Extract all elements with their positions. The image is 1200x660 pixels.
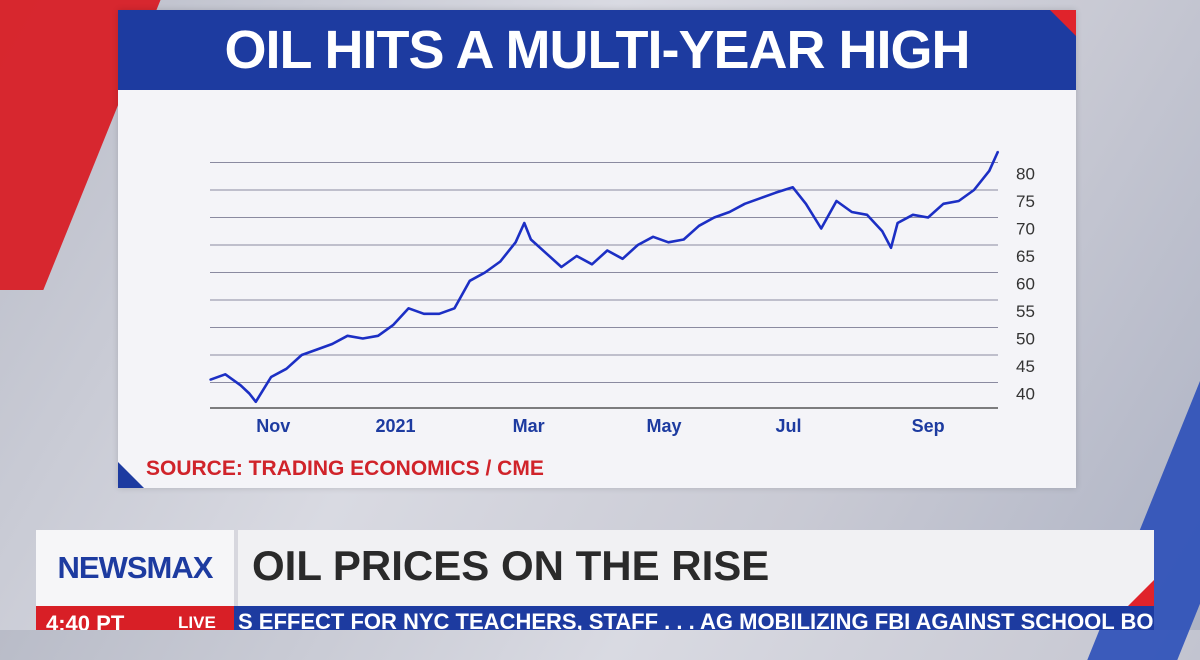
price-point [743, 202, 746, 205]
price-point [896, 222, 899, 224]
y-tick-40: 40 [1016, 385, 1035, 404]
time-box: 4:40 PT LIVE [36, 606, 234, 630]
price-points [209, 150, 999, 403]
price-point [468, 279, 471, 282]
price-point [759, 197, 761, 200]
x-tick-may: May [647, 416, 682, 436]
y-tick-75: 75 [1016, 192, 1035, 211]
price-point [560, 266, 563, 268]
newsmax-logo: NEWSMAX [57, 550, 214, 585]
chart-title: OIL HITS A MULTI-YEAR HIGH [224, 20, 971, 80]
time-label: 4:40 PT [46, 611, 125, 630]
price-point [239, 384, 242, 387]
price-point [637, 244, 639, 246]
news-ticker: 4:40 PT LIVE S EFFECT FOR NYC TEACHERS, … [36, 606, 1154, 630]
logo-box: NEWSMAX [36, 530, 234, 606]
x-tick-jul: Jul [775, 416, 801, 436]
price-point [316, 348, 318, 351]
source-label: SOURCE: TRADING ECONOMICS / CME [146, 457, 544, 480]
headline: OIL PRICES ON THE RISE [252, 542, 770, 589]
price-point [523, 222, 526, 224]
price-point [792, 186, 794, 189]
chart-panel: OIL HITS A MULTI-YEAR HIGH 40 45 50 55 60 65 7… [118, 10, 1076, 488]
price-point [890, 246, 892, 249]
source-corner-accent [118, 462, 144, 488]
price-point [514, 241, 517, 244]
price-point [652, 235, 654, 238]
y-tick-50: 50 [1016, 330, 1035, 349]
y-tick-65: 65 [1016, 247, 1035, 266]
lower-third-corner-accent [1128, 580, 1154, 606]
y-tick-labels: 40 45 50 55 60 65 70 75 80 [1016, 165, 1035, 404]
x-tick-2021: 2021 [376, 416, 416, 436]
price-point [713, 216, 716, 219]
price-point [530, 238, 532, 241]
price-point [407, 307, 410, 310]
price-point [248, 392, 251, 395]
ticker-text: S EFFECT FOR NYC TEACHERS, STAFF . . . A… [238, 609, 1154, 630]
price-series-line [209, 150, 1000, 404]
price-point [881, 230, 884, 233]
price-point [942, 202, 945, 205]
price-point [438, 312, 440, 315]
price-point [866, 213, 868, 216]
price-point [957, 200, 960, 202]
price-point [285, 367, 288, 370]
price-point [621, 257, 624, 260]
price-point [484, 271, 486, 274]
x-tick-mar: Mar [513, 416, 545, 436]
price-point [331, 343, 334, 345]
y-tick-80: 80 [1016, 165, 1035, 184]
price-point [591, 263, 593, 266]
price-point [820, 227, 822, 230]
price-point [682, 238, 685, 241]
price-point [361, 337, 364, 340]
gridlines [210, 162, 998, 409]
price-point [973, 189, 975, 191]
price-point [698, 224, 700, 227]
y-tick-60: 60 [1016, 275, 1035, 294]
price-point [774, 191, 777, 194]
price-point [270, 376, 272, 378]
price-point [499, 260, 502, 263]
price-point [300, 354, 303, 356]
x-tick-labels: Nov 2021 Mar May Jul Sep [256, 416, 944, 436]
y-tick-70: 70 [1016, 220, 1035, 239]
price-point [423, 312, 425, 315]
x-tick-nov: Nov [256, 416, 290, 436]
lower-third: NEWSMAX OIL PRICES ON THE RISE [36, 530, 1154, 606]
y-tick-45: 45 [1016, 357, 1035, 376]
price-point [224, 373, 227, 376]
price-point [835, 200, 838, 202]
x-tick-sep: Sep [912, 416, 945, 436]
header-corner-accent [1050, 10, 1076, 36]
chart-header: OIL HITS A MULTI-YEAR HIGH [118, 10, 1076, 90]
price-point [545, 252, 547, 255]
price-point [912, 213, 914, 216]
live-label: LIVE [178, 613, 216, 630]
price-point [255, 400, 257, 403]
price-point [728, 211, 731, 213]
oil-price-chart: 40 45 50 55 60 65 70 75 80 Nov 2021 Mar May Jul Sep [209, 150, 1035, 436]
price-point [392, 323, 395, 326]
price-point [805, 202, 807, 205]
price-point [997, 150, 999, 153]
price-point [988, 169, 991, 172]
price-point [850, 211, 853, 213]
y-tick-55: 55 [1016, 302, 1035, 321]
price-point [575, 255, 578, 257]
price-point [209, 378, 211, 381]
price-point [667, 241, 670, 244]
price-point [927, 216, 929, 219]
price-point [606, 249, 609, 252]
price-point [377, 334, 379, 337]
price-point [346, 334, 349, 337]
price-point [453, 307, 456, 310]
logo-divider [234, 530, 238, 606]
